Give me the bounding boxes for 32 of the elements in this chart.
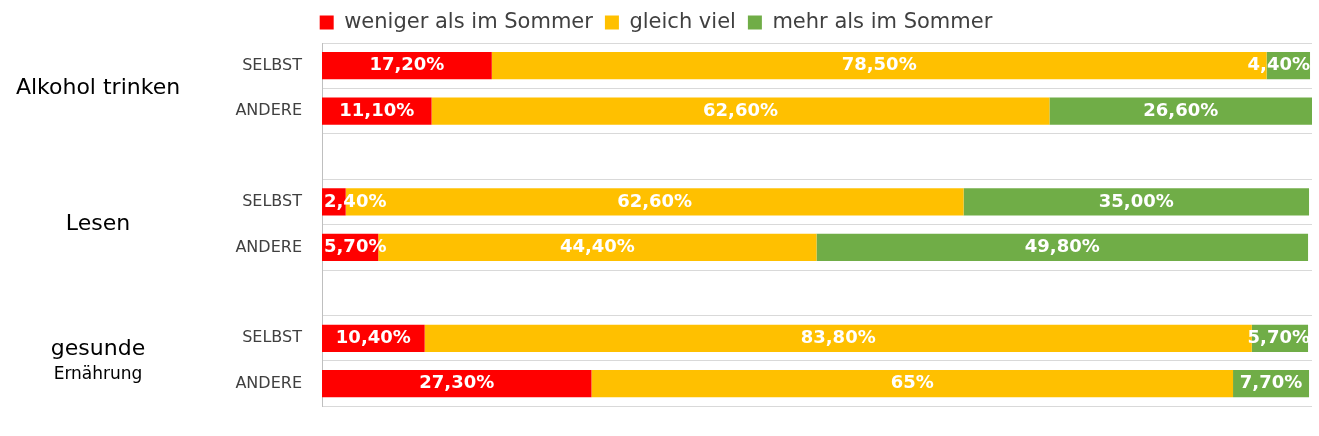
data-label: 49,80%	[1024, 235, 1100, 257]
data-label: 44,40%	[559, 235, 635, 257]
bar	[591, 370, 1234, 398]
data-label: 17,20%	[369, 53, 445, 75]
data-label: 62,60%	[703, 98, 778, 120]
legend-label: gleich viel	[629, 8, 736, 33]
data-label: 26,60%	[1143, 98, 1219, 120]
text: Alkohol trinken	[15, 74, 181, 100]
data-label: 78,50%	[841, 53, 917, 75]
bar	[1049, 97, 1312, 125]
bar	[431, 97, 1050, 125]
bar	[816, 233, 1309, 262]
legend-label: mehr als im Sommer	[772, 8, 993, 33]
data-label: 10,40%	[335, 325, 411, 347]
data-label: 11,10%	[339, 98, 415, 120]
y-tick-label: SELBST	[242, 327, 303, 347]
y-tick-label: ANDERE	[235, 236, 302, 256]
data-label: 83,80%	[800, 325, 876, 347]
y-tick-label: SELBST	[242, 54, 303, 74]
data-label: 35,00%	[1098, 189, 1174, 211]
data-label: 7,70%	[1239, 371, 1303, 393]
text: gesunde Ernährung	[50, 334, 146, 384]
data-label: 27,30%	[419, 371, 495, 393]
legend-label: weniger als im Sommer	[344, 8, 594, 33]
text: Lesen	[65, 210, 131, 236]
y-tick-label: ANDERE	[235, 100, 302, 120]
data-label: 65%	[890, 371, 934, 393]
bar	[322, 370, 592, 398]
data-label: 62,60%	[617, 189, 693, 211]
y-tick-label: SELBST	[242, 191, 303, 211]
bar	[963, 188, 1310, 216]
y-tick-label: ANDERE	[235, 372, 302, 392]
